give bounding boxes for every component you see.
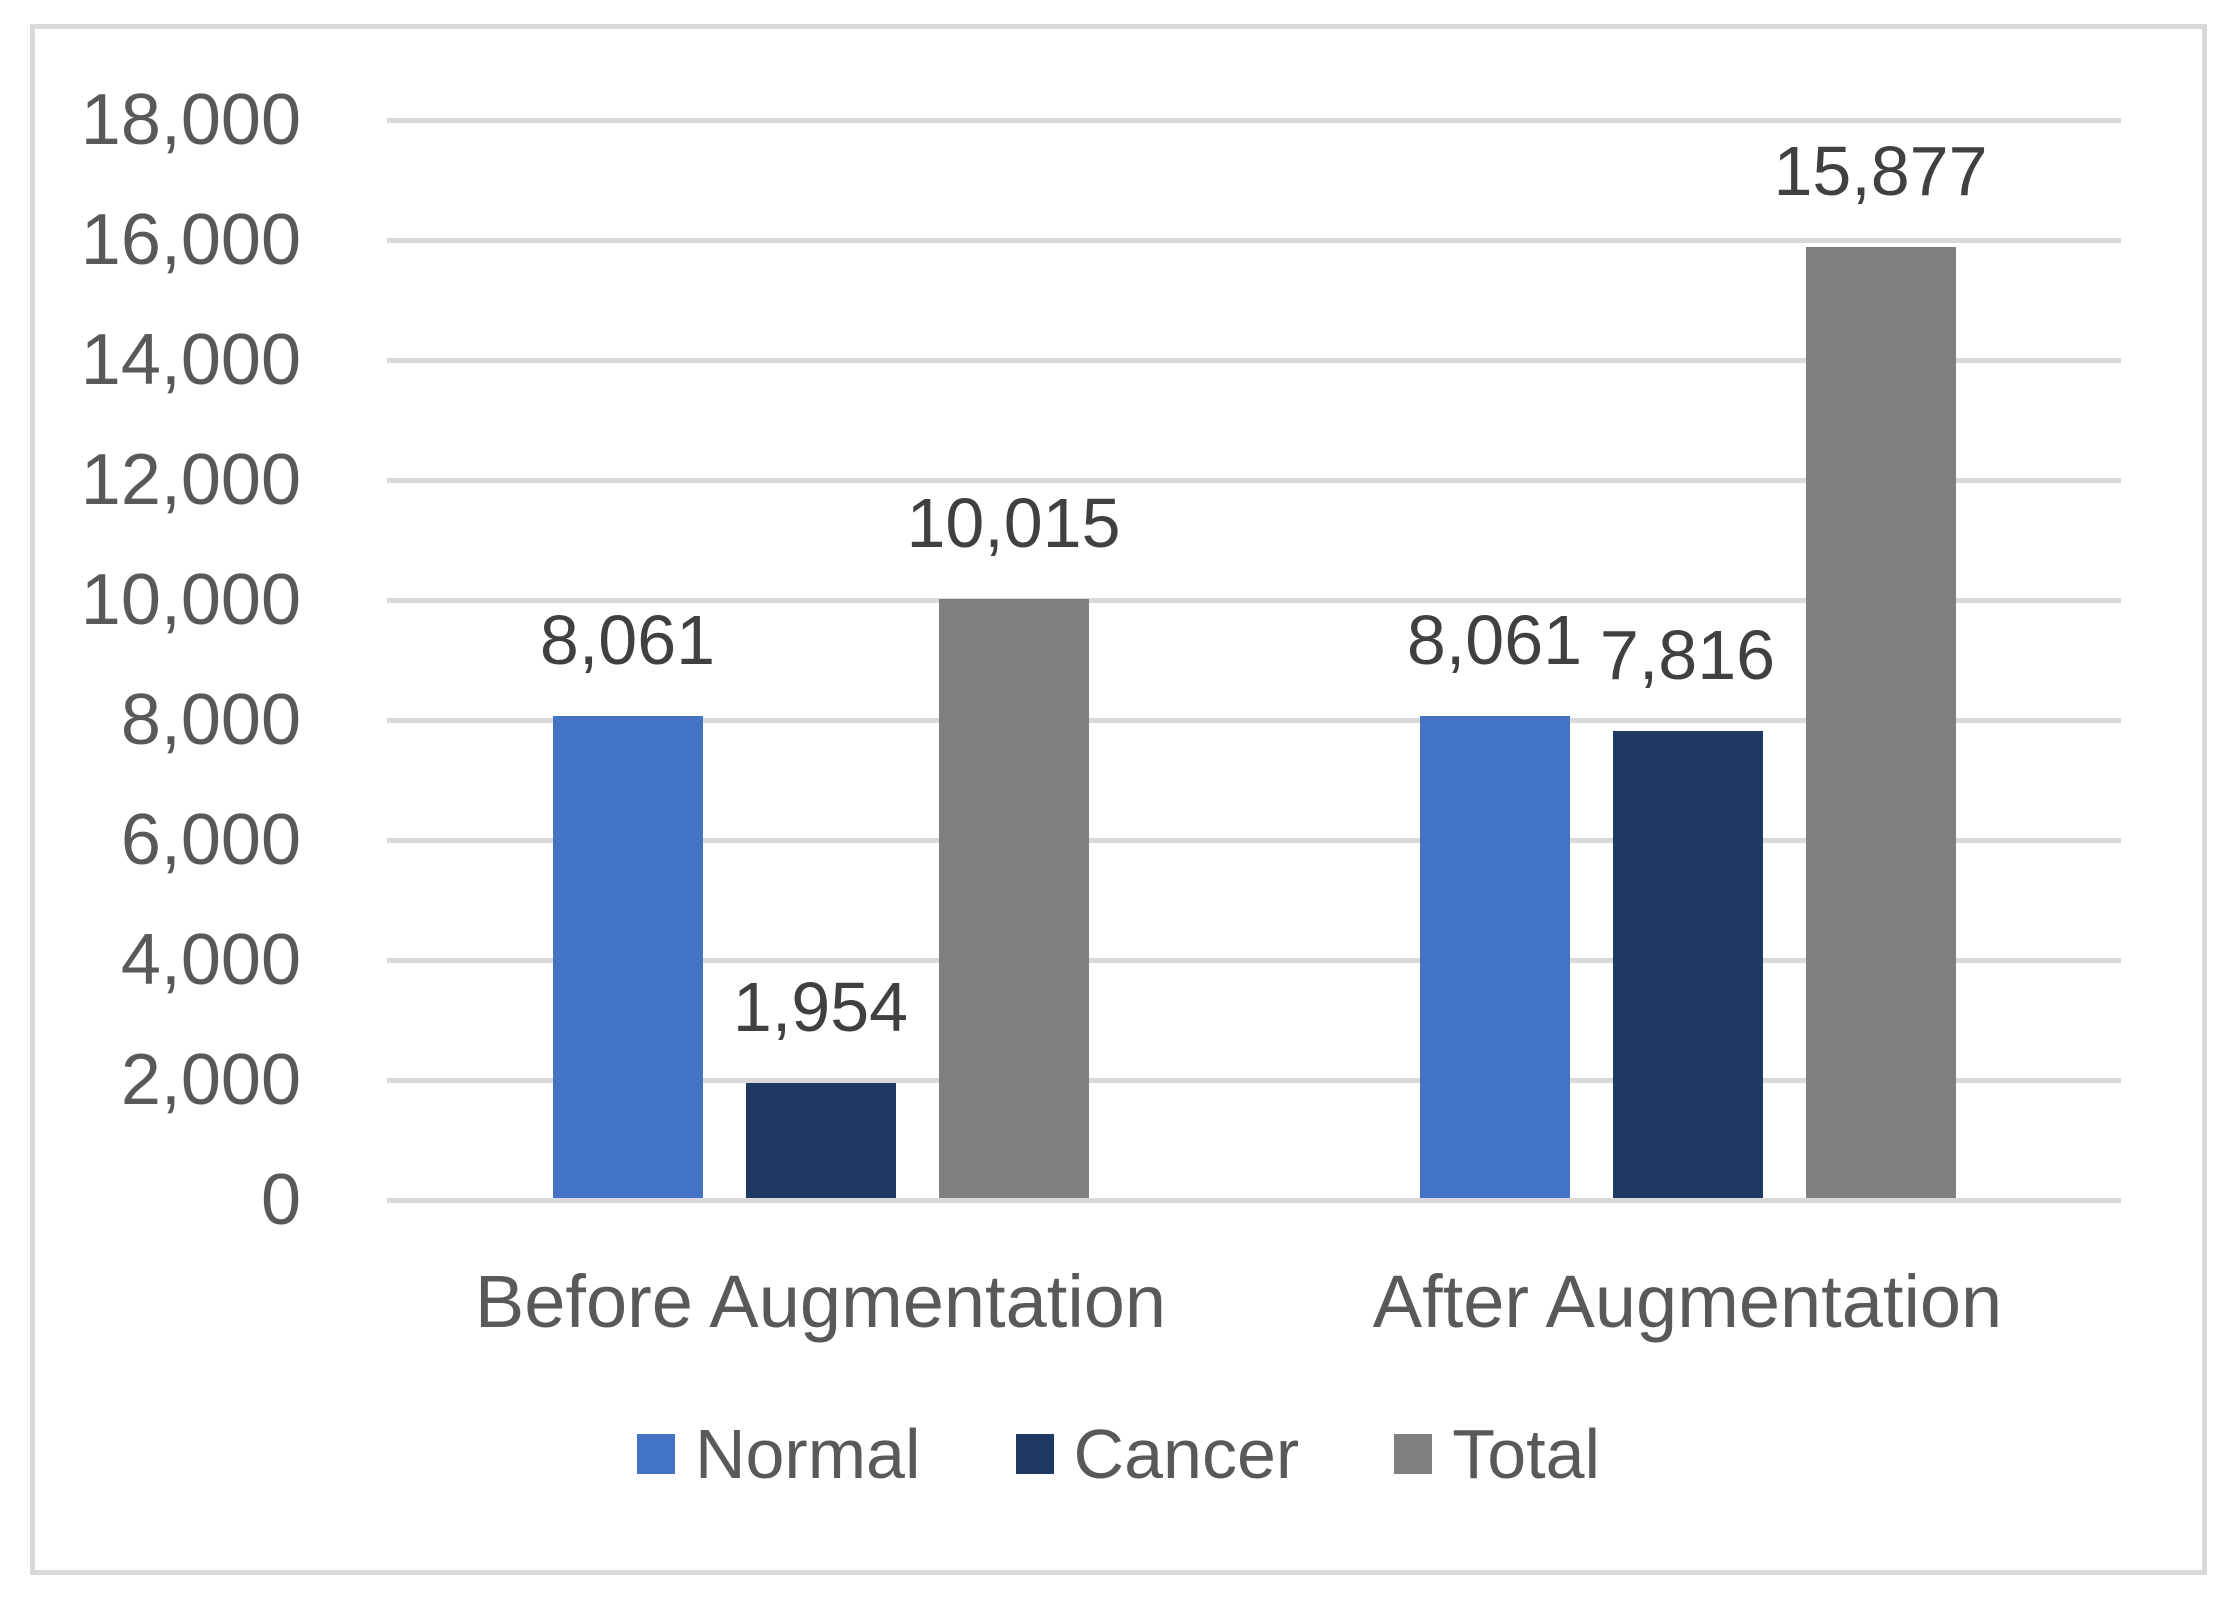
data-label-normal-before-augmentation: 8,061 <box>539 601 716 679</box>
bar-normal-after-augmentation <box>1419 716 1570 1198</box>
legend-label-normal: Normal <box>694 1415 921 1493</box>
legend: Normal Cancer Total <box>30 1418 2207 1490</box>
y-tick-label-18000: 18,000 <box>80 80 301 160</box>
legend-item-normal: Normal <box>636 1415 921 1493</box>
gridline-12000 <box>387 478 2121 483</box>
y-tick-label-2000: 2,000 <box>120 1040 301 1120</box>
gridline-4000 <box>387 958 2121 963</box>
gridline-16000 <box>387 238 2121 243</box>
y-tick-label-10000: 10,000 <box>80 560 301 640</box>
gridline-18000 <box>387 118 2121 123</box>
data-label-total-after-augmentation: 15,877 <box>1773 132 1988 210</box>
data-label-cancer-after-augmentation: 7,816 <box>1599 616 1776 694</box>
y-tick-label-12000: 12,000 <box>80 440 301 520</box>
y-tick-label-6000: 6,000 <box>120 800 301 880</box>
chart-frame: 0 2,000 4,000 6,000 8,000 10,000 12,000 14,000 1… <box>30 24 2207 1575</box>
data-label-total-before-augmentation: 10,015 <box>906 484 1121 562</box>
gridline-8000 <box>387 718 2121 723</box>
y-tick-label-0: 0 <box>260 1160 301 1240</box>
y-tick-label-14000: 14,000 <box>80 320 301 400</box>
gridline-6000 <box>387 838 2121 843</box>
gridline-2000 <box>387 1078 2121 1083</box>
legend-item-cancer: Cancer <box>1015 1415 1300 1493</box>
gridline-10000 <box>387 598 2121 603</box>
category-label-after-augmentation: After Augmentation <box>1372 1260 2003 1343</box>
bar-total-before-augmentation <box>938 599 1089 1198</box>
data-label-normal-after-augmentation: 8,061 <box>1406 601 1583 679</box>
y-tick-label-8000: 8,000 <box>120 680 301 760</box>
gridline-14000 <box>387 358 2121 363</box>
gridline-0 <box>387 1198 2121 1203</box>
legend-marker-total-icon <box>1394 1434 1433 1474</box>
bar-cancer-after-augmentation <box>1612 731 1763 1198</box>
legend-marker-normal-icon <box>636 1434 675 1474</box>
category-label-before-augmentation: Before Augmentation <box>474 1260 1167 1343</box>
data-label-cancer-before-augmentation: 1,954 <box>732 968 909 1046</box>
legend-label-cancer: Cancer <box>1073 1415 1300 1493</box>
y-tick-label-16000: 16,000 <box>80 200 301 280</box>
y-tick-label-4000: 4,000 <box>120 920 301 1000</box>
bar-normal-before-augmentation <box>552 716 703 1198</box>
legend-label-total: Total <box>1452 1415 1601 1493</box>
legend-item-total: Total <box>1394 1418 1600 1490</box>
legend-marker-cancer-icon <box>1015 1434 1054 1474</box>
bar-cancer-before-augmentation <box>745 1083 896 1198</box>
bar-total-after-augmentation <box>1805 247 1956 1198</box>
